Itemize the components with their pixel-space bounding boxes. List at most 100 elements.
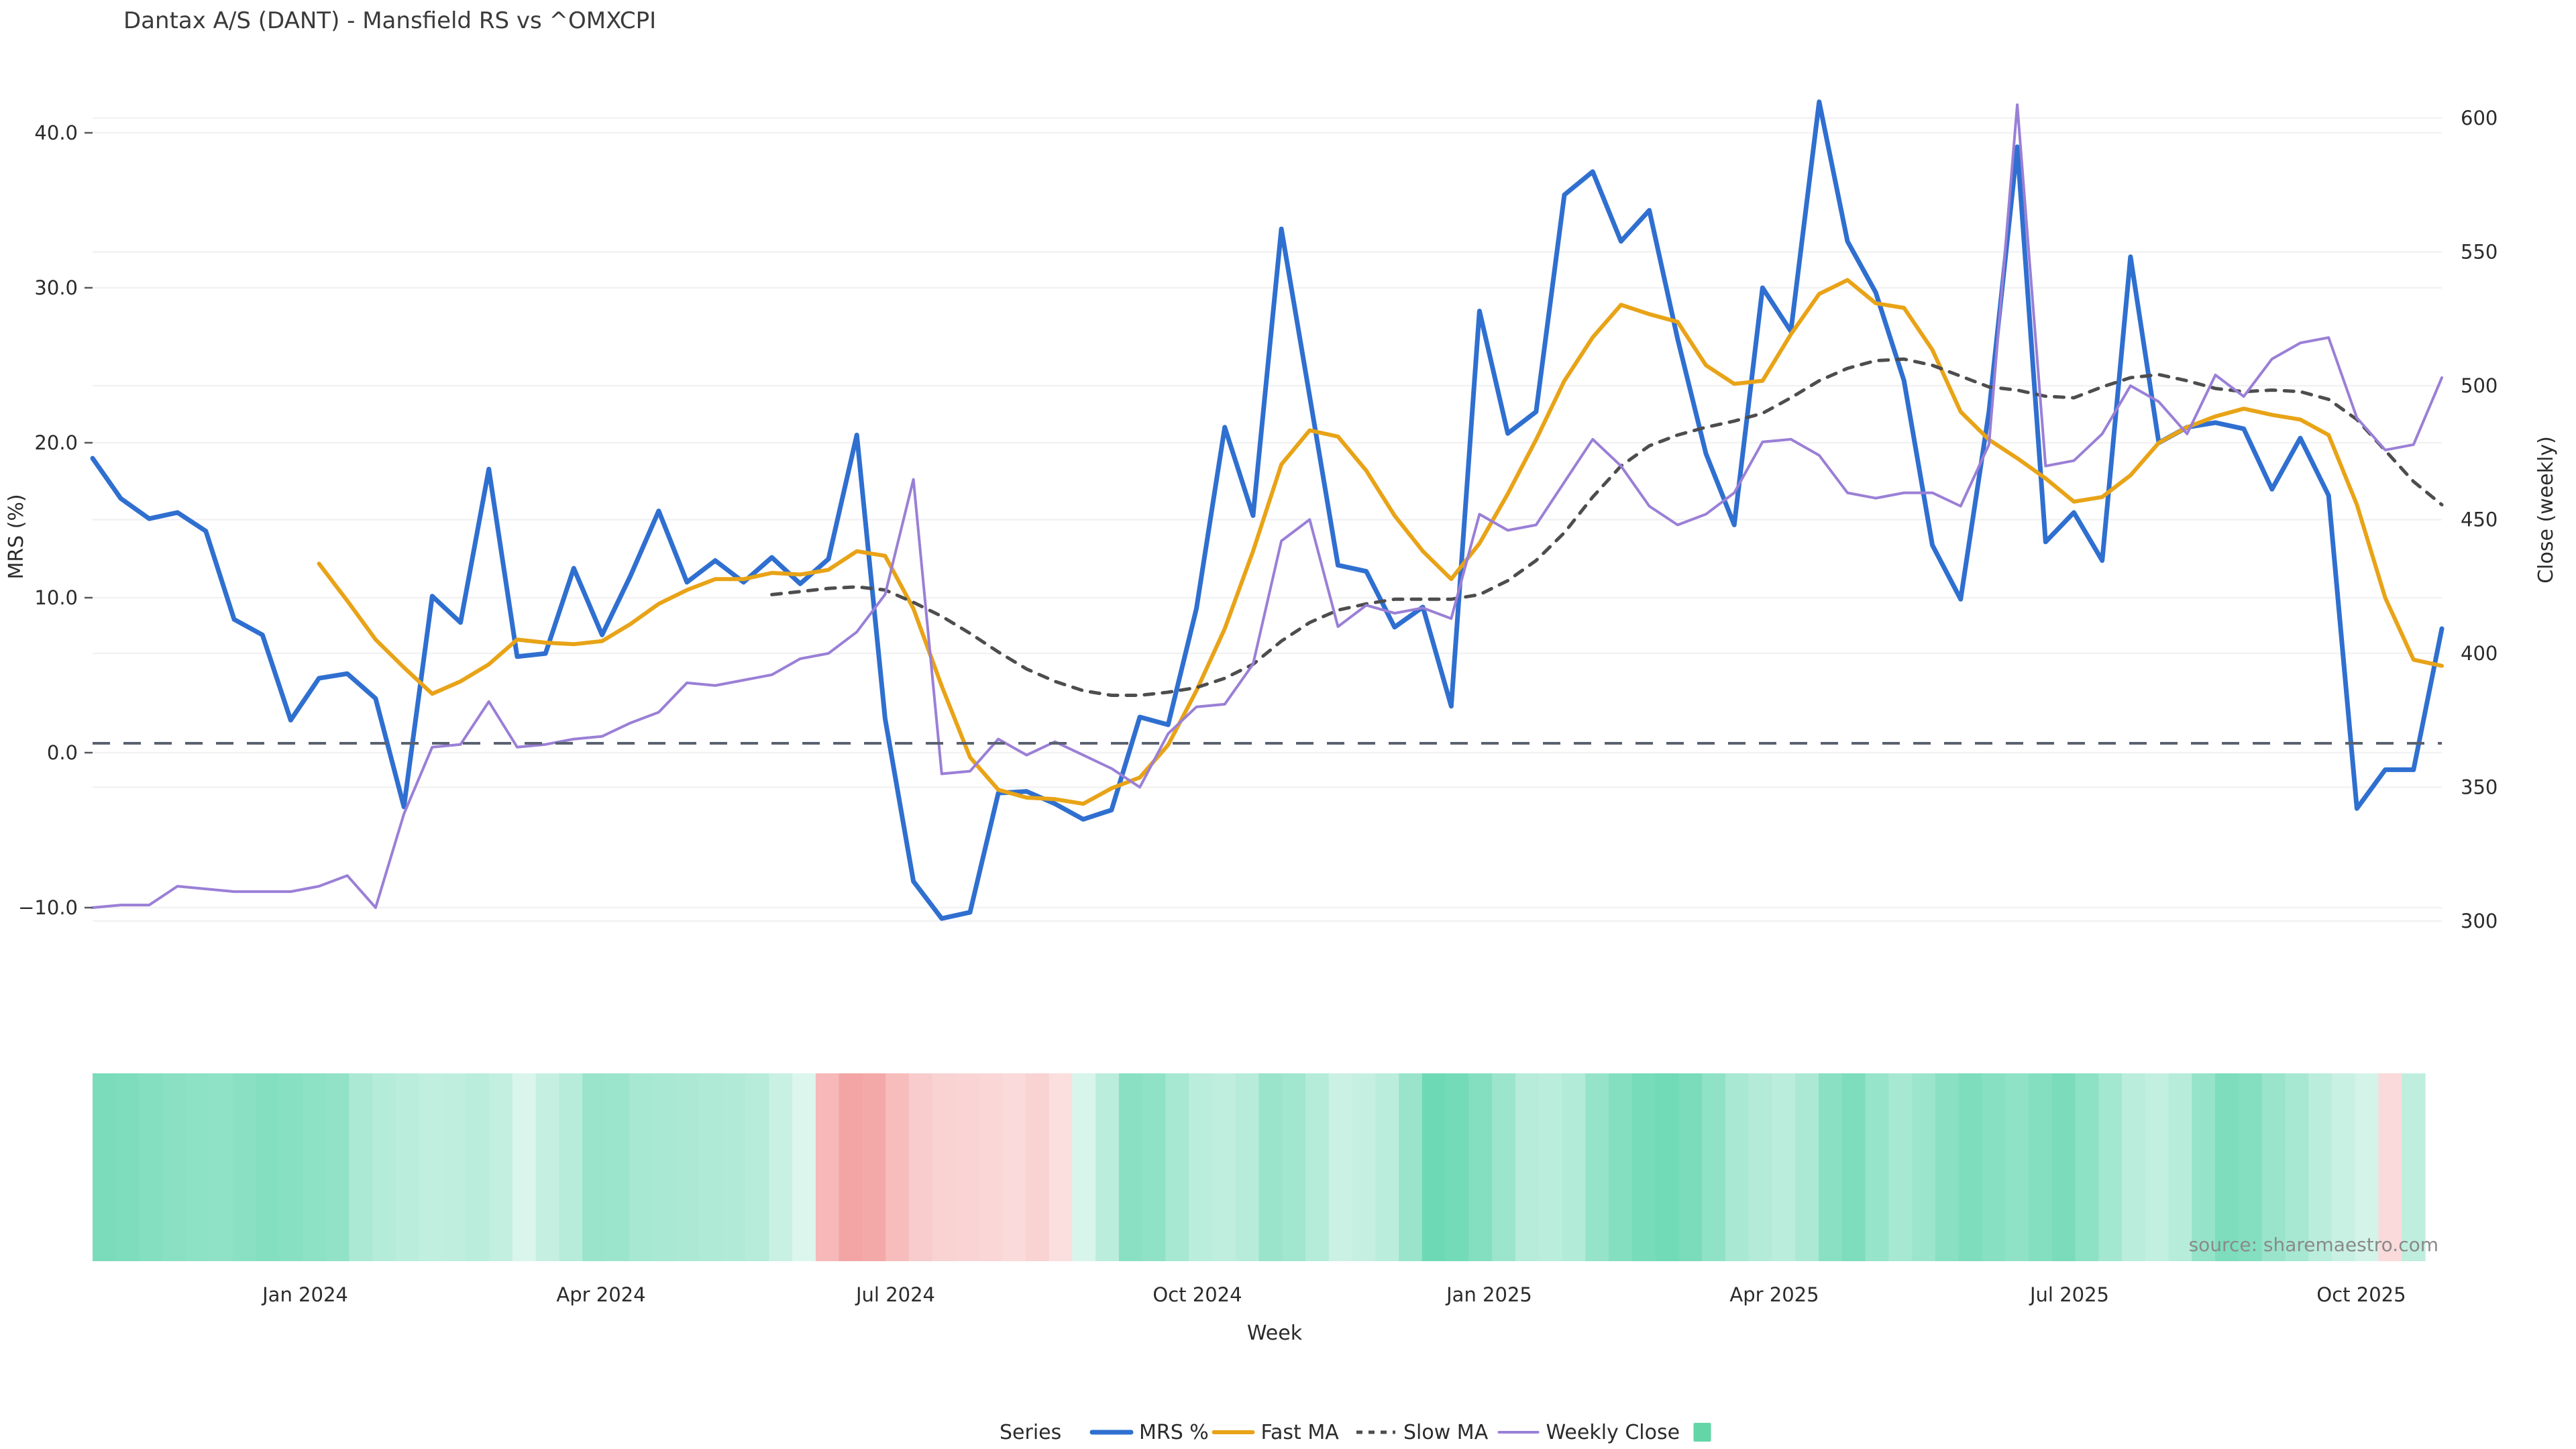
heatmap-cell [1609,1073,1633,1261]
series-line-fast-ma [317,278,2444,806]
heatmap-cell [885,1073,910,1261]
heatmap-cell [2005,1073,2029,1261]
heatmap-cell [1118,1073,1143,1261]
x-axis-title: Week [1247,1322,1303,1345]
heatmap-cell [2238,1073,2263,1261]
legend-item-slow-ma[interactable]: Slow MA [1356,1421,1489,1444]
x-tick-label-4: Jan 2025 [1445,1283,1532,1306]
heatmap-cell [699,1073,723,1261]
left-axis: 40.0 30.0 20.0 10.0 0.0 −10.0 [18,121,93,919]
heatmap-cell [1095,1073,1120,1261]
heatmap-cell [1282,1073,1306,1261]
x-tick-label-5: Apr 2025 [1729,1283,1819,1306]
heatmap-cell [1585,1073,1609,1261]
y-tick-label-3: 10.0 [34,586,78,609]
heatmap-cell [1189,1073,1213,1261]
legend-title: Series [1000,1421,1061,1444]
heatmap-cell [2285,1073,2309,1261]
heatmap-cell [349,1073,373,1261]
heatmap-cell [605,1073,630,1261]
heatmap-cell [186,1073,210,1261]
x-axis: Jan 2024 Apr 2024 Jul 2024 Oct 2024 Jan 2025… [261,1283,2406,1306]
heatmap-cell [745,1073,769,1261]
heatmap-cell [2215,1073,2239,1261]
heatmap-cell [1002,1073,1026,1261]
heatmap-cell [1375,1073,1399,1261]
x-tick-label-7: Oct 2025 [2316,1283,2406,1306]
x-tick-label-3: Oct 2024 [1152,1283,1242,1306]
heatmap-cell [1515,1073,1540,1261]
heatmap-cell [1235,1073,1260,1261]
heatmap-cell [582,1073,606,1261]
heatmap-cell [1562,1073,1586,1261]
y2-tick-label-6: 300 [2461,910,2498,932]
heatmap-cell [629,1073,653,1261]
heatmap-cell [1818,1073,1843,1261]
heatmap-cell [1025,1073,1050,1261]
heatmap-cell [1702,1073,1726,1261]
heatmap-cell [232,1073,256,1261]
heatmap-cell [1072,1073,1096,1261]
x-tick-label-1: Apr 2024 [556,1283,645,1306]
heatmap-cell [372,1073,396,1261]
heatmap-cell [1399,1073,1423,1261]
heatmap-cell [1631,1073,1656,1261]
x-tick-label-0: Jan 2024 [261,1283,348,1306]
y-tick-label-1: 30.0 [34,276,78,299]
heatmap-cell [1748,1073,1773,1261]
y-tick-label-5: −10.0 [18,896,78,919]
heatmap-cell [2168,1073,2192,1261]
y2-axis-title: Close (weekly) [2534,436,2558,584]
heatmap-cell [2402,1073,2426,1261]
heatmap-cell [1258,1073,1283,1261]
legend-item-heatmap-swatch[interactable] [1693,1423,1711,1442]
heatmap-cell [1888,1073,1913,1261]
legend-item-mrs[interactable]: MRS % [1089,1421,1209,1444]
heatmap-cell [535,1073,559,1261]
heatmap-cell [862,1073,886,1261]
y-axis-title: MRS (%) [5,494,28,579]
heatmap-cell [115,1073,140,1261]
heatmap-cell [815,1073,840,1261]
legend-label: Weekly Close [1546,1421,1680,1444]
heatmap-cell [1912,1073,1936,1261]
heatmap-cell [979,1073,1003,1261]
heatmap-cell [489,1073,513,1261]
heatmap-cell [2192,1073,2216,1261]
legend-item-fast-ma[interactable]: Fast MA [1212,1421,1340,1444]
right-axis: 600 550 500 450 400 350 300 [2461,107,2498,932]
heatmap-cell [1165,1073,1189,1261]
heatmap-cell [466,1073,490,1261]
heatmap-cell [839,1073,863,1261]
heatmap-cell [2051,1073,2076,1261]
plot-series-group [90,99,2445,921]
heatmap-cell [325,1073,350,1261]
x-tick-label-2: Jul 2024 [855,1283,935,1306]
heatmap-cell [419,1073,443,1261]
y2-tick-label-5: 350 [2461,776,2498,799]
heatmap-cell [559,1073,583,1261]
legend-label: MRS % [1139,1421,1209,1444]
y-tick-label-4: 0.0 [47,741,78,764]
heatmap-cell [1772,1073,1796,1261]
heatmap-cell [1538,1073,1563,1261]
heatmap-cell [93,1073,117,1261]
heatmap-cell [908,1073,933,1261]
heatmap-cell [1958,1073,1982,1261]
legend-swatch-icon [1693,1423,1711,1442]
y-tick-label-0: 40.0 [34,121,78,144]
heatmap-strip [93,1073,2426,1261]
heatmap-cell [1865,1073,1889,1261]
y2-tick-label-2: 500 [2461,374,2498,397]
heatmap-cell [2308,1073,2332,1261]
heatmap-cell [722,1073,747,1261]
heatmap-cell [1678,1073,1703,1261]
heatmap-cell [512,1073,537,1261]
heatmap-cell [1725,1073,1750,1261]
legend-item-weekly-close[interactable]: Weekly Close [1497,1421,1680,1444]
heatmap-cell [256,1073,280,1261]
heatmap-cell [302,1073,327,1261]
heatmap-cell [792,1073,816,1261]
